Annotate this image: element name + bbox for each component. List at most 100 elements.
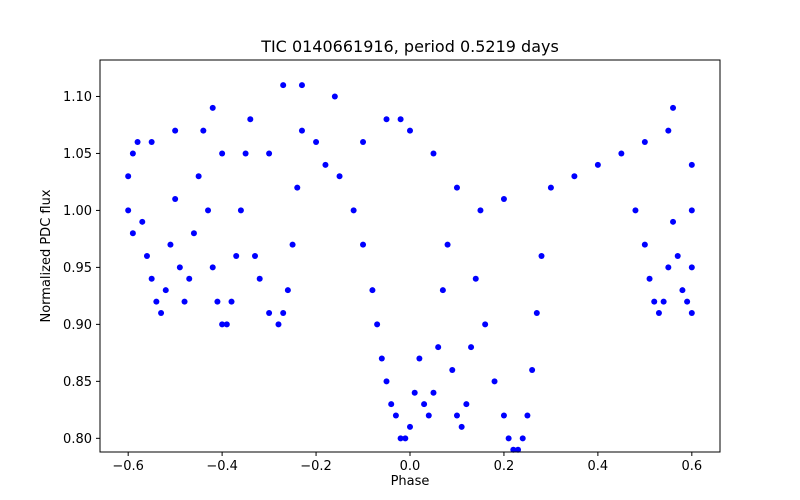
data-point: [176, 264, 183, 271]
data-point: [378, 355, 385, 362]
data-point: [468, 344, 475, 351]
data-point: [275, 321, 282, 328]
data-point: [298, 127, 305, 134]
data-point: [665, 264, 672, 271]
data-point: [547, 184, 554, 191]
data-point: [360, 139, 367, 146]
data-point: [435, 344, 442, 351]
data-point: [444, 241, 451, 248]
data-point: [449, 366, 456, 373]
data-point: [280, 309, 287, 316]
data-point: [439, 287, 446, 294]
data-point: [205, 207, 212, 214]
data-point: [688, 207, 695, 214]
data-point: [237, 207, 244, 214]
data-point: [453, 184, 460, 191]
data-point: [421, 401, 428, 408]
data-point: [294, 184, 301, 191]
data-point: [407, 127, 413, 134]
data-point: [331, 93, 338, 100]
data-point: [148, 275, 155, 282]
data-point: [313, 139, 320, 146]
data-point: [472, 275, 479, 282]
data-point: [646, 275, 653, 282]
data-point: [298, 82, 305, 89]
data-point: [416, 355, 423, 362]
data-point: [158, 309, 165, 316]
data-point: [374, 321, 381, 328]
data-point: [688, 309, 695, 316]
data-point: [463, 401, 470, 408]
data-point: [684, 298, 691, 305]
data-point: [129, 230, 136, 237]
data-point: [125, 173, 132, 180]
y-tick-label: 0.95: [63, 261, 92, 276]
data-point: [134, 139, 141, 146]
data-point: [392, 412, 399, 419]
data-point: [632, 207, 639, 214]
data-point: [519, 435, 526, 442]
data-point: [153, 298, 160, 305]
data-point: [515, 446, 522, 453]
data-point: [252, 253, 258, 259]
data-point: [383, 116, 390, 123]
data-point: [510, 446, 517, 453]
data-point: [125, 207, 132, 214]
data-point: [350, 207, 357, 214]
data-point: [247, 116, 254, 123]
y-axis-label: Normalized PDC flux: [39, 189, 54, 322]
data-point: [186, 275, 193, 282]
x-axis-ticks: −0.6 −0.4 −0.2 0.0 0.2 0.4 0.6: [112, 452, 702, 474]
data-point: [233, 253, 240, 259]
data-point: [172, 127, 179, 134]
data-point: [289, 241, 296, 248]
axes-layer: [99, 59, 721, 453]
data-point: [430, 150, 437, 157]
data-point: [665, 127, 672, 134]
x-tick-label: 0.2: [494, 459, 515, 474]
data-point: [397, 435, 404, 442]
data-point: [383, 378, 390, 385]
data-point: [453, 412, 460, 419]
data-point: [209, 104, 216, 111]
data-point: [360, 241, 367, 248]
data-point: [280, 82, 287, 89]
x-tick-label: 0.0: [400, 459, 421, 474]
x-tick-label: 0.4: [588, 459, 609, 474]
data-point: [458, 423, 465, 430]
data-point: [284, 287, 291, 294]
data-point: [167, 241, 174, 248]
data-point: [688, 161, 695, 168]
data-point: [214, 298, 221, 305]
plot-frame: [99, 59, 721, 453]
y-tick-label: 0.90: [63, 318, 92, 333]
data-point: [529, 366, 536, 373]
data-point: [482, 321, 489, 328]
data-point: [195, 173, 202, 180]
data-point: [594, 161, 601, 168]
data-point: [538, 253, 545, 259]
data-point: [505, 435, 512, 442]
data-point: [679, 287, 686, 294]
data-point: [524, 412, 531, 419]
data-point: [430, 389, 437, 396]
data-point: [219, 321, 226, 328]
data-point: [242, 150, 249, 157]
data-point: [172, 196, 179, 203]
data-point: [402, 435, 409, 442]
data-point: [411, 389, 418, 396]
data-point: [388, 401, 395, 408]
data-point: [500, 196, 507, 203]
y-axis-ticks: 0.80 0.85 0.90 0.95 1.00 1.05 1.10: [63, 90, 100, 447]
data-point: [219, 150, 226, 157]
data-point: [322, 161, 329, 168]
data-point: [533, 309, 540, 316]
data-point: [688, 264, 695, 271]
y-tick-label: 0.85: [63, 375, 92, 390]
data-point: [256, 275, 263, 282]
data-points-layer: [125, 82, 695, 453]
data-point: [336, 173, 343, 180]
x-tick-label: −0.2: [300, 459, 332, 474]
data-point: [491, 378, 498, 385]
